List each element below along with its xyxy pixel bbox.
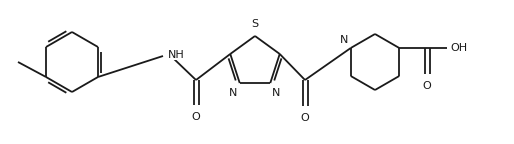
Text: O: O <box>301 113 309 123</box>
Text: N: N <box>272 88 281 98</box>
Text: OH: OH <box>450 43 467 53</box>
Text: N: N <box>339 35 348 45</box>
Text: S: S <box>251 19 259 29</box>
Text: N: N <box>229 88 237 98</box>
Text: O: O <box>423 81 432 91</box>
Text: NH: NH <box>168 50 185 60</box>
Text: O: O <box>192 112 200 122</box>
